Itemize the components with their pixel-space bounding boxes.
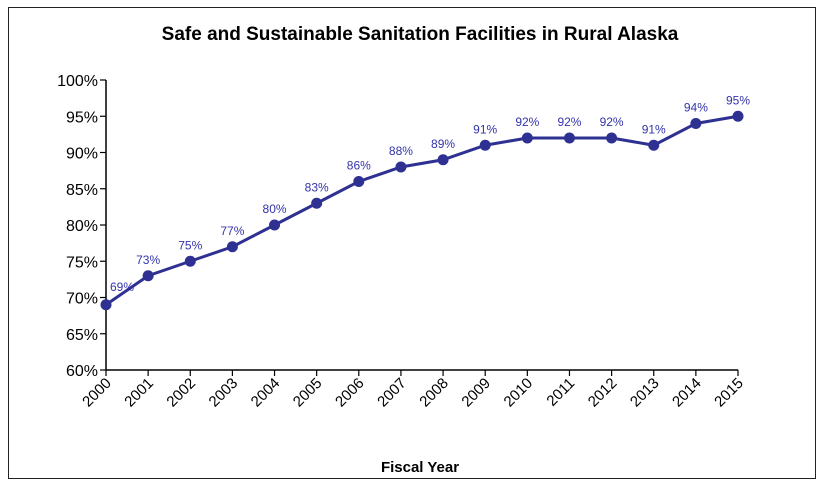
y-tick-label: 95% — [66, 109, 98, 126]
x-tick-label: 2014 — [669, 375, 705, 411]
x-tick-label: 2001 — [121, 375, 157, 411]
data-point — [226, 241, 238, 253]
data-label: 86% — [347, 159, 371, 173]
x-tick-label: 2015 — [711, 375, 747, 411]
data-point — [353, 176, 365, 187]
y-tick-label: 65% — [66, 327, 98, 344]
y-tick-label: 90% — [66, 146, 98, 163]
data-label: 91% — [642, 122, 666, 136]
chart-frame — [8, 7, 816, 479]
data-point — [269, 219, 281, 231]
data-label: 92% — [557, 115, 581, 129]
data-point — [521, 132, 533, 144]
x-tick-label: 2006 — [332, 375, 368, 411]
data-label: 73% — [136, 253, 160, 267]
data-point — [184, 255, 196, 267]
data-point — [648, 139, 660, 151]
data-label: 94% — [684, 101, 708, 115]
x-tick-label: 2010 — [501, 375, 537, 411]
data-label: 80% — [263, 202, 287, 216]
y-tick-label: 70% — [66, 291, 98, 308]
x-tick-label: 2005 — [290, 375, 326, 411]
x-tick-label: 2000 — [79, 375, 115, 411]
data-point — [563, 132, 575, 144]
y-tick-label: 85% — [66, 182, 98, 199]
x-tick-label: 2004 — [248, 375, 284, 411]
data-point — [395, 161, 407, 173]
data-label: 69% — [110, 280, 134, 294]
x-tick-label: 2008 — [416, 375, 452, 411]
data-point — [437, 154, 449, 166]
y-tick-label: 80% — [66, 218, 98, 235]
data-label: 88% — [389, 144, 413, 158]
x-axis-title: Fiscal Year — [381, 459, 459, 476]
data-label: 77% — [220, 224, 244, 238]
x-tick-label: 2002 — [163, 375, 199, 411]
x-tick-label: 2007 — [374, 375, 410, 411]
data-point — [732, 110, 744, 122]
y-axis-ticks: 60% 65% 70% 75% 80% 85% 90% 95% 100% — [57, 73, 106, 380]
data-label: 91% — [473, 122, 497, 136]
x-tick-label: 2012 — [585, 375, 621, 411]
data-point — [479, 139, 491, 151]
data-label: 75% — [178, 238, 202, 252]
chart-title: Safe and Sustainable Sanitation Faciliti… — [162, 24, 679, 45]
x-tick-label: 2011 — [543, 375, 578, 410]
data-label: 92% — [515, 115, 539, 129]
data-label: 92% — [600, 115, 624, 129]
series-line — [105, 114, 739, 306]
y-tick-label: 60% — [66, 363, 98, 380]
data-point — [311, 197, 323, 209]
x-tick-label: 2013 — [627, 375, 663, 411]
x-axis-ticks: 2000 2001 2002 2003 2004 2005 2006 2007 2008 2009… — [79, 370, 747, 410]
x-tick-label: 2009 — [458, 375, 494, 411]
x-tick-label: 2003 — [206, 375, 242, 411]
data-labels: 69%73% 75% 77% 80% 83% 86% 88% 89% 91% 92% 92% 92% 9… — [110, 93, 750, 294]
data-label: 83% — [305, 180, 329, 194]
data-label: 89% — [431, 137, 455, 151]
y-tick-label: 100% — [57, 73, 98, 90]
data-point — [690, 118, 702, 129]
data-points — [100, 110, 744, 311]
y-tick-label: 75% — [66, 254, 98, 271]
data-point — [100, 299, 112, 311]
data-point — [606, 132, 618, 144]
data-label: 95% — [726, 93, 750, 107]
data-point — [142, 270, 154, 282]
